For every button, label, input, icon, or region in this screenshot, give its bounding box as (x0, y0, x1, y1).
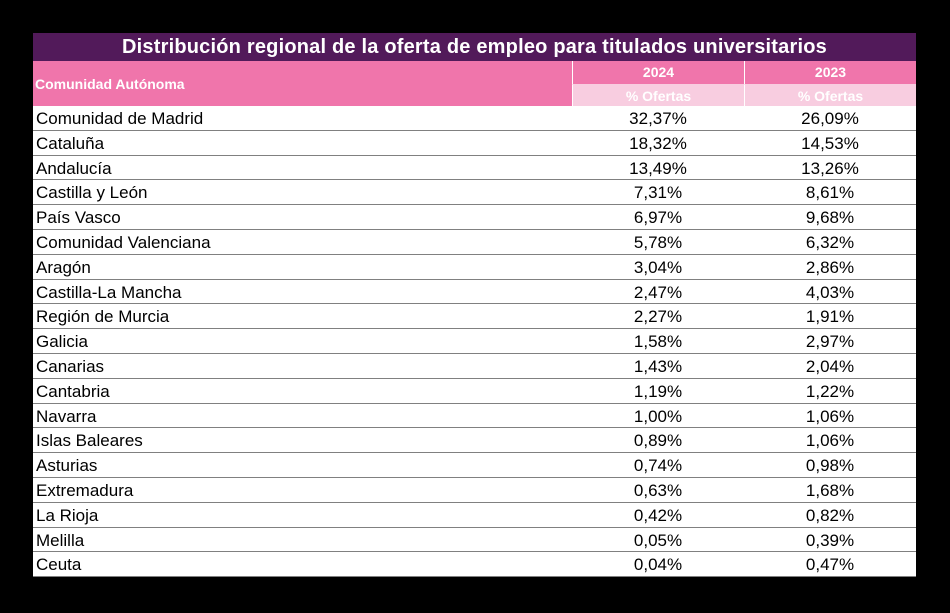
value-2024-cell: 0,05% (633, 530, 683, 550)
table-row: Ceuta 0,04% 0,47% (33, 552, 916, 578)
value-2023-cell: 0,98% (805, 456, 855, 476)
value-2023-cell: 13,26% (801, 158, 859, 178)
value-2024-cell: 6,97% (633, 208, 683, 228)
value-2023-cell: 0,47% (805, 555, 855, 575)
region-cell: Castilla-La Mancha (36, 282, 182, 302)
value-2023-cell: 1,22% (805, 381, 855, 401)
value-2024-cell: 2,47% (633, 282, 683, 302)
region-cell: Melilla (36, 530, 85, 550)
region-cell: Aragón (36, 257, 91, 277)
region-cell: Comunidad Valenciana (36, 232, 211, 252)
value-2023-cell: 1,06% (805, 431, 855, 451)
region-cell: Cantabria (36, 381, 110, 401)
value-2024-cell: 5,78% (633, 232, 683, 252)
region-cell: Comunidad de Madrid (36, 109, 204, 128)
header-year-2023: 2023 (744, 61, 916, 84)
value-2023-cell: 0,39% (805, 530, 855, 550)
table-row: Islas Baleares 0,89% 1,06% (33, 428, 916, 454)
table-row: Andalucía 13,49% 13,26% (33, 156, 916, 181)
value-2024-cell: 1,19% (633, 381, 683, 401)
table-row: Castilla y León 7,31% 8,61% (33, 180, 916, 206)
region-cell: Andalucía (36, 158, 112, 178)
value-2024-cell: 2,27% (633, 307, 683, 327)
region-cell: Castilla y León (36, 183, 148, 203)
value-2024-cell: 1,00% (633, 406, 683, 426)
value-2024-cell: 7,31% (633, 183, 683, 203)
value-2024-cell: 18,32% (629, 133, 687, 153)
value-2024-cell: 1,58% (633, 332, 683, 352)
table-row: Melilla 0,05% 0,39% (33, 528, 916, 553)
value-2024-cell: 0,74% (633, 456, 683, 476)
regional-job-offers-table: Distribución regional de la oferta de em… (33, 33, 916, 578)
region-cell: Navarra (36, 406, 97, 426)
value-2023-cell: 9,68% (805, 208, 855, 228)
table-row: La Rioja 0,42% 0,82% (33, 503, 916, 528)
region-cell: Cataluña (36, 133, 105, 153)
value-2024-cell: 0,89% (633, 431, 683, 451)
value-2023-cell: 1,91% (805, 307, 855, 327)
table-row: País Vasco 6,97% 9,68% (33, 205, 916, 230)
value-2024-cell: 0,63% (633, 480, 683, 500)
table-title: Distribución regional de la oferta de em… (33, 33, 916, 61)
region-cell: Asturias (36, 456, 98, 476)
region-cell: Extremadura (36, 480, 134, 500)
table-row: Cataluña 18,32% 14,53% (33, 131, 916, 156)
value-2023-cell: 2,86% (805, 257, 855, 277)
region-cell: Región de Murcia (36, 307, 170, 327)
subheader-2024: % Ofertas (572, 84, 744, 106)
value-2023-cell: 0,82% (805, 505, 855, 525)
value-2023-cell: 4,03% (805, 282, 855, 302)
region-cell: La Rioja (36, 505, 99, 525)
table-row: Cantabria 1,19% 1,22% (33, 379, 916, 404)
value-2023-cell: 2,97% (805, 332, 855, 352)
value-2023-cell: 14,53% (801, 133, 859, 153)
table-row: Canarias 1,43% 2,04% (33, 354, 916, 379)
table-row: Comunidad de Madrid 32,37% 26,09% (33, 106, 916, 131)
value-2024-cell: 3,04% (633, 257, 683, 277)
value-2023-cell: 1,06% (805, 406, 855, 426)
table-row: Comunidad Valenciana 5,78% 6,32% (33, 230, 916, 255)
region-cell: Ceuta (36, 555, 82, 575)
region-cell: Canarias (36, 356, 105, 376)
region-cell: País Vasco (36, 208, 121, 228)
value-2024-cell: 13,49% (629, 158, 687, 178)
table-row: Castilla-La Mancha 2,47% 4,03% (33, 280, 916, 305)
value-2023-cell: 1,68% (805, 480, 855, 500)
header-year-2024: 2024 (572, 61, 744, 84)
value-2024-cell: 0,42% (633, 505, 683, 525)
header-region: Comunidad Autónoma (33, 61, 572, 106)
table-body: Comunidad de Madrid 32,37% 26,09% Cataluña 1… (33, 106, 916, 578)
table-row: Asturias 0,74% 0,98% (33, 453, 916, 478)
subheader-2023: % Ofertas (744, 84, 916, 106)
value-2023-cell: 6,32% (805, 232, 855, 252)
table-row: Navarra 1,00% 1,06% (33, 404, 916, 429)
region-cell: Galicia (36, 332, 88, 352)
table-row: Aragón 3,04% 2,86% (33, 255, 916, 280)
table-row: Galicia 1,58% 2,97% (33, 329, 916, 354)
table-row: Región de Murcia 2,27% 1,91% (33, 304, 916, 330)
value-2024-cell: 32,37% (629, 109, 687, 128)
table-row: Extremadura 0,63% 1,68% (33, 478, 916, 503)
value-2023-cell: 8,61% (805, 183, 855, 203)
value-2023-cell: 26,09% (801, 109, 859, 128)
table-header: Comunidad Autónoma 2024 2023 % Ofertas %… (33, 61, 916, 106)
value-2023-cell: 2,04% (805, 356, 855, 376)
value-2024-cell: 0,04% (633, 555, 683, 575)
region-cell: Islas Baleares (36, 431, 143, 451)
value-2024-cell: 1,43% (633, 356, 683, 376)
